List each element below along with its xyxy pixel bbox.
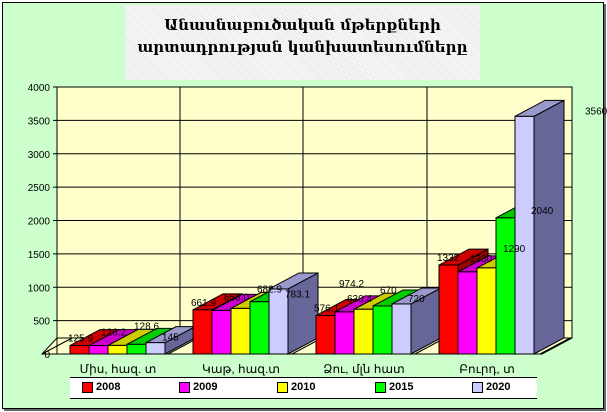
y-tick-label: 4000 <box>28 83 51 94</box>
legend-label: 2010 <box>291 381 316 393</box>
floor-line <box>539 337 571 355</box>
bar-2009 <box>457 271 478 355</box>
category-group <box>315 287 442 355</box>
data-label-2015: 2040 <box>531 206 554 217</box>
data-label-2015: 145 <box>162 332 179 343</box>
legend-swatch <box>472 381 483 393</box>
data-label-2010: 682.9 <box>257 284 282 295</box>
y-tick-label: 1500 <box>28 250 51 261</box>
legend-label: 2008 <box>96 381 121 393</box>
bar-2008 <box>192 309 213 355</box>
data-label-2009: 653.0 <box>224 292 249 303</box>
legend-item-2020: 2020 <box>472 381 510 393</box>
data-label-2020: 974.2 <box>339 279 364 290</box>
y-tick-label: 2500 <box>28 183 51 194</box>
bar-2010 <box>476 267 497 355</box>
category-group <box>438 99 565 355</box>
bar-side-2020 <box>533 99 565 355</box>
data-label-2010: 1290 <box>503 244 526 255</box>
bar-2015 <box>372 305 393 355</box>
bar-2015 <box>126 343 147 355</box>
data-label-2008: 125.9 <box>68 334 93 345</box>
bar-2020 <box>145 342 166 355</box>
legend-item-2015: 2015 <box>375 381 413 393</box>
legend-label: 2015 <box>389 381 414 393</box>
bar-2010 <box>107 344 128 355</box>
data-label-2020: 3560 <box>585 106 607 117</box>
bar-2008 <box>69 345 90 355</box>
y-tick-label: 1000 <box>28 283 51 294</box>
legend-label: 2020 <box>486 381 511 393</box>
y-tick-label: 3000 <box>28 150 51 161</box>
bar-2010 <box>230 307 251 355</box>
legend-swatch <box>82 381 93 393</box>
bar-2008 <box>315 315 336 355</box>
data-label-2009: 1230 <box>470 254 493 265</box>
category-label: Միս, հազ. տ <box>80 362 157 376</box>
chart-title: Անասնաբուծական մթերքների արտադրության կա… <box>137 16 468 56</box>
legend-swatch <box>277 381 288 393</box>
y-tick-label: 2000 <box>28 217 51 228</box>
bar-2009 <box>334 311 355 355</box>
bar-2020 <box>391 303 412 355</box>
data-label-2010: 670 <box>380 285 397 296</box>
data-label-2009: 630.4 <box>347 294 372 305</box>
bar-2009 <box>88 345 109 355</box>
bar-2015 <box>495 217 516 355</box>
legend-item-2008: 2008 <box>82 381 120 393</box>
legend: 2008 2009 2010 2015 2020 <box>70 377 537 399</box>
legend-item-2010: 2010 <box>277 381 315 393</box>
category-group <box>69 325 196 355</box>
y-tick-label: 3500 <box>28 116 51 127</box>
category-label: Ձու, մլն հատ <box>323 362 404 376</box>
category-group <box>192 272 319 355</box>
data-label-2010: 128.6 <box>134 321 159 332</box>
bar-2008 <box>438 264 459 355</box>
bar-2009 <box>211 309 232 355</box>
legend-item-2009: 2009 <box>179 381 217 393</box>
legend-swatch <box>179 381 190 393</box>
bar-2020 <box>514 115 535 355</box>
category-label: Կաթ, հազ.տ <box>202 362 280 376</box>
data-label-2008: 1332 <box>437 253 460 264</box>
data-label-2008: 576.1 <box>314 304 339 315</box>
legend-swatch <box>375 381 386 393</box>
bar-2010 <box>353 308 374 355</box>
title-background <box>125 5 480 80</box>
data-label-2015: 783.1 <box>285 290 310 301</box>
category-label: Բուրդ, տ <box>459 362 515 376</box>
legend-label: 2009 <box>193 381 218 393</box>
bar-2015 <box>249 301 270 355</box>
bar-2020 <box>268 288 289 355</box>
floor-line <box>41 337 73 355</box>
data-label-2015: 720 <box>408 294 425 305</box>
data-label-2008: 661.9 <box>191 298 216 309</box>
data-label-2009: 126.2 <box>101 328 126 339</box>
y-tick-label: 0 <box>44 350 50 361</box>
y-tick-label: 500 <box>33 317 50 328</box>
